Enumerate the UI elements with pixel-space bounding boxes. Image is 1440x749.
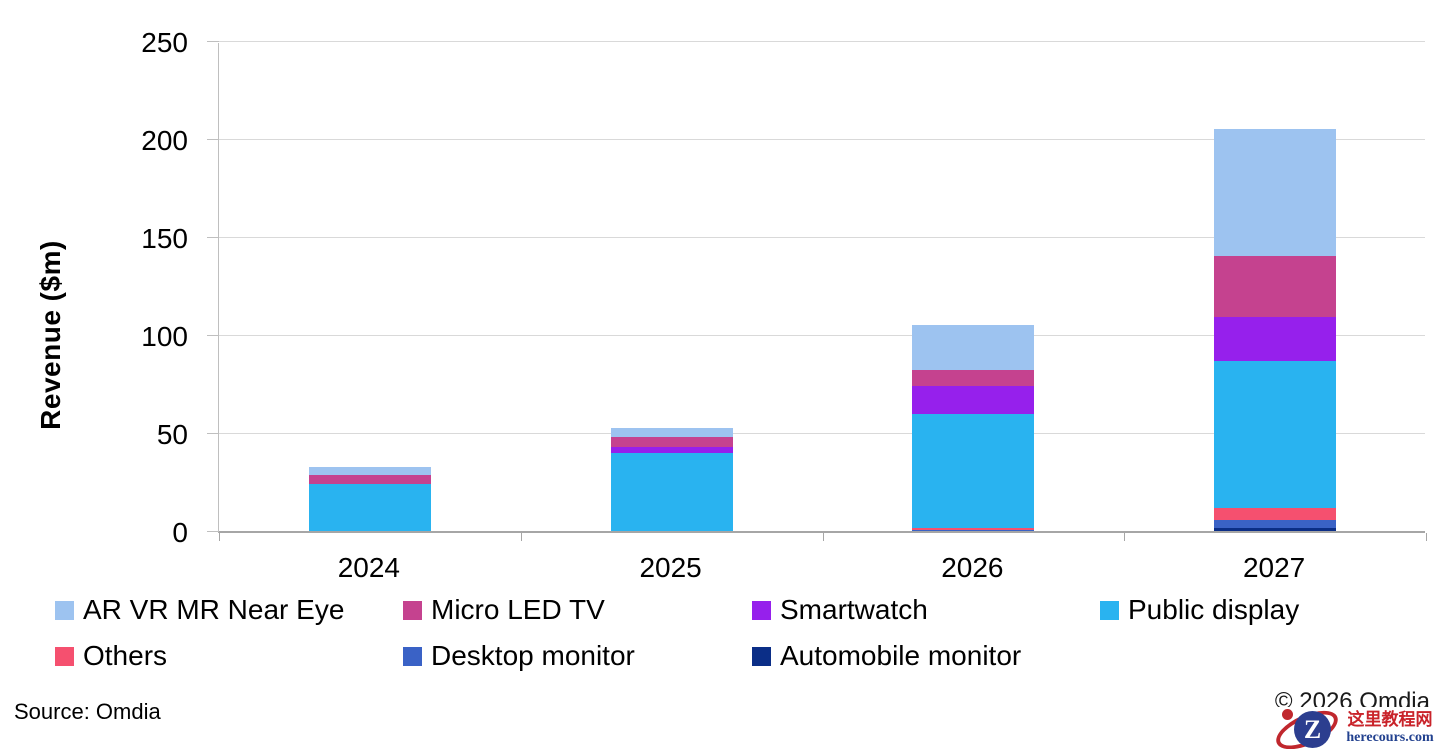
x-tick-label-2027: 2027 [1242, 552, 1306, 583]
bar-2024-public-display [308, 483, 431, 531]
x-tick-label-2026: 2026 [941, 552, 1004, 583]
bar-2027-smartwatch [1214, 317, 1337, 362]
gridline-100 [219, 335, 1425, 336]
bar-2025-ar-vr-mr-near-eye [610, 428, 733, 437]
bar-2025-micro-led-tv [610, 436, 733, 447]
bar-2027-automobile-monitor [1214, 528, 1337, 531]
y-tick-label-50: 50 [156, 419, 188, 450]
legend-swatch-icon [403, 646, 422, 666]
watermark: Z 这里教程网 herecours.com [1192, 702, 1440, 749]
legend-label: Others [83, 640, 168, 671]
y-tick-label-250: 250 [141, 27, 188, 58]
y-tick-100 [207, 335, 219, 336]
legend-swatch-icon [752, 646, 771, 666]
legend-item-desktop-monitor: Desktop monitor [403, 640, 635, 672]
legend-swatch-icon [55, 646, 74, 666]
legend-swatch-icon [403, 600, 422, 620]
legend-item-ar-vr-mr-near-eye: AR VR MR Near Eye [55, 594, 344, 626]
bar-2025-smartwatch [610, 446, 733, 453]
x-tick-0 [219, 533, 220, 541]
bar-2027-micro-led-tv [1214, 255, 1337, 318]
y-tick-label-100: 100 [141, 321, 188, 352]
legend-swatch-icon [55, 600, 74, 620]
x-tick-2 [822, 533, 824, 541]
legend-label: Automobile monitor [780, 640, 1022, 671]
legend-label: Micro LED TV [431, 594, 605, 625]
watermark-logo-letter: Z [1303, 714, 1322, 744]
gridline-200 [219, 139, 1425, 140]
x-tick-label-2024: 2024 [337, 552, 401, 583]
y-axis-title: Revenue ($m) [35, 240, 66, 430]
bar-2026-others [912, 528, 1035, 531]
watermark-dot-icon [1282, 709, 1293, 720]
legend-item-micro-led-tv: Micro LED TV [403, 594, 605, 626]
x-tick-label-2025: 2025 [639, 552, 702, 583]
bar-2026-desktop-monitor [912, 529, 1035, 531]
legend-label: Public display [1128, 594, 1300, 625]
y-tick-label-150: 150 [141, 223, 188, 254]
gridline-50 [219, 433, 1425, 434]
bar-2026-micro-led-tv [912, 370, 1035, 386]
source-note: Source: Omdia [14, 699, 161, 724]
bar-2027-ar-vr-mr-near-eye [1214, 129, 1337, 256]
bar-2024-ar-vr-mr-near-eye [308, 467, 431, 476]
x-tick-1 [520, 533, 522, 541]
bar-2026-ar-vr-mr-near-eye [912, 325, 1035, 371]
legend-label: Desktop monitor [431, 640, 635, 671]
y-tick-0 [207, 531, 219, 532]
plot-area [207, 41, 1427, 541]
legend-label: AR VR MR Near Eye [83, 594, 345, 625]
x-tick-3 [1124, 533, 1126, 541]
y-tick-label-200: 200 [141, 125, 188, 156]
legend-label: Smartwatch [780, 594, 928, 625]
gridline-250 [219, 41, 1425, 42]
bar-2027-desktop-monitor [1214, 520, 1337, 529]
watermark-logo: Z [1270, 702, 1344, 749]
bar-2026-smartwatch [912, 385, 1035, 415]
bar-2026-public-display [912, 414, 1035, 529]
legend-item-smartwatch: Smartwatch [752, 594, 928, 626]
watermark-site-url: herecours.com [1346, 730, 1434, 746]
bar-2024-micro-led-tv [308, 475, 431, 484]
legend-swatch-icon [1100, 600, 1119, 620]
y-tick-200 [207, 139, 219, 140]
legend-item-public-display: Public display [1100, 594, 1299, 626]
bar-2025-public-display [610, 452, 733, 531]
watermark-globe-icon: Z [1294, 711, 1331, 748]
y-tick-50 [207, 433, 219, 434]
bar-2027-public-display [1214, 361, 1337, 509]
legend-item-others: Others [55, 640, 167, 672]
watermark-site-name: 这里教程网 [1347, 709, 1433, 729]
legend-swatch-icon [752, 600, 771, 620]
y-axis-title-wrap: Revenue ($m) [35, 140, 66, 530]
legend-item-automobile-monitor: Automobile monitor [752, 640, 1021, 672]
y-tick-label-0: 0 [172, 517, 188, 548]
watermark-text: 这里教程网 herecours.com [1344, 710, 1436, 747]
y-tick-250 [207, 41, 219, 42]
y-tick-150 [207, 237, 219, 238]
bar-2027-others [1214, 508, 1337, 521]
gridline-150 [219, 237, 1425, 238]
x-tick-4 [1426, 533, 1427, 541]
